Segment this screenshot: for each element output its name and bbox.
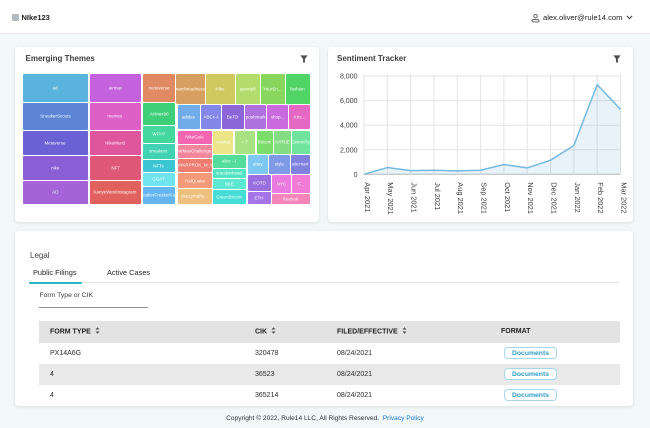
svg-text:6,000: 6,000 [340, 98, 358, 105]
svg-text:Jul 2021: Jul 2021 [433, 182, 442, 210]
svg-text:Mar 2022: Mar 2022 [619, 182, 628, 213]
svg-text:8,000: 8,000 [340, 74, 358, 81]
svg-text:May 2021: May 2021 [386, 182, 395, 214]
svg-text:Jan 2022: Jan 2022 [573, 182, 582, 212]
svg-text:Jun 2021: Jun 2021 [410, 182, 419, 212]
svg-text:Nov 2021: Nov 2021 [526, 182, 535, 214]
svg-text:0: 0 [354, 172, 358, 179]
svg-text:4,000: 4,000 [340, 123, 358, 130]
svg-text:2,000: 2,000 [340, 147, 358, 154]
svg-text:Sep 2021: Sep 2021 [479, 182, 488, 214]
svg-text:Oct 2021: Oct 2021 [503, 182, 512, 212]
svg-text:Feb 2022: Feb 2022 [596, 182, 605, 213]
svg-text:Dec 2021: Dec 2021 [549, 182, 558, 214]
svg-text:Apr 2021: Apr 2021 [363, 182, 372, 212]
svg-text:Aug 2021: Aug 2021 [456, 182, 465, 214]
